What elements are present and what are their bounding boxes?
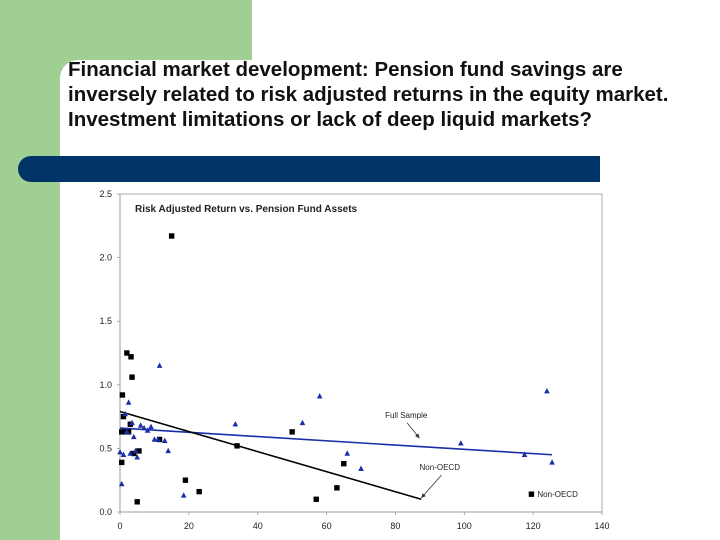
y-tick-label: 2.5	[99, 189, 112, 199]
x-tick-labels: 0 20 40 60 80 100 120 140	[117, 512, 610, 531]
data-point-square	[196, 488, 202, 495]
legend: Non-OECD	[528, 490, 578, 499]
y-tick-label: 1.5	[99, 316, 112, 326]
data-point-square	[136, 448, 142, 454]
data-point-triangle	[117, 449, 123, 455]
data-point-square	[129, 374, 135, 380]
data-point-triangle	[127, 450, 134, 456]
data-point-triangle	[544, 387, 550, 394]
data-point-square	[122, 429, 128, 435]
annotation-arrow	[420, 474, 442, 499]
legend-label: Non-OECD	[537, 490, 578, 499]
data-point-triangle	[141, 424, 147, 431]
annotation-arrowhead	[421, 493, 426, 499]
accent-band-left	[0, 0, 60, 540]
x-tick-label: 40	[253, 521, 263, 531]
x-tick-label: 80	[390, 521, 400, 531]
x-tick-label: 60	[322, 521, 332, 531]
chart-title: Risk Adjusted Return vs. Pension Fund As…	[135, 204, 358, 215]
fit-line-2	[119, 410, 422, 501]
data-point-square	[119, 459, 125, 466]
annotation-label: Non-OECD	[420, 463, 461, 472]
data-point-triangle	[521, 451, 528, 457]
data-point-triangle	[232, 421, 239, 427]
data-point-square	[313, 496, 319, 502]
data-point-square	[131, 450, 137, 457]
data-point-square	[334, 485, 340, 491]
data-point-triangle	[148, 423, 154, 429]
x-tick-label: 20	[184, 521, 194, 531]
data-point-square	[124, 350, 130, 356]
data-point-square	[120, 413, 127, 420]
data-point-square	[234, 443, 240, 449]
title-underline-bar	[18, 156, 600, 182]
data-point-triangle	[130, 433, 137, 440]
data-point-triangle	[156, 362, 163, 368]
slide-title: Financial market development: Pension fu…	[68, 58, 669, 131]
data-point-triangle	[129, 419, 135, 426]
data-point-triangle	[299, 419, 306, 426]
data-point-triangle	[137, 422, 144, 428]
fit-line-1	[119, 427, 553, 456]
data-points	[117, 233, 555, 505]
data-point-square	[182, 477, 189, 483]
data-point-square	[156, 436, 163, 443]
data-point-triangle	[316, 393, 323, 399]
y-tick-label: 0.5	[99, 443, 112, 453]
scatter-chart: 0.0 0.5 1.0 1.5 2.0 2.5 0 20 40 60 80 100 120 140 Fu…	[99, 189, 610, 531]
data-point-triangle	[549, 459, 555, 465]
data-point-triangle	[358, 465, 364, 471]
data-point-triangle	[125, 399, 132, 405]
data-point-triangle	[118, 480, 125, 487]
x-tick-label: 100	[457, 521, 472, 531]
data-point-triangle	[122, 410, 128, 417]
y-tick-label: 1.0	[99, 380, 112, 390]
annotation-label: Full Sample	[385, 411, 428, 420]
data-point-triangle	[161, 437, 168, 443]
x-tick-label: 140	[594, 521, 609, 531]
legend-marker	[528, 491, 535, 497]
y-tick-label: 2.0	[99, 253, 112, 263]
data-point-square	[128, 354, 134, 360]
x-tick-label: 120	[526, 521, 541, 531]
data-point-square	[125, 429, 132, 435]
data-point-square	[289, 429, 295, 435]
data-point-square	[341, 460, 347, 467]
y-tick-label: 0.0	[99, 507, 112, 517]
data-point-triangle	[344, 450, 351, 456]
data-point-triangle	[458, 440, 464, 446]
data-point-triangle	[144, 427, 151, 433]
plot-frame	[119, 193, 603, 513]
data-point-triangle	[132, 447, 139, 454]
data-point-square	[168, 233, 175, 239]
data-point-triangle	[165, 447, 171, 454]
data-point-square	[119, 392, 126, 398]
x-tick-label: 0	[117, 521, 122, 531]
annotations: Full Sample Non-OECD	[385, 411, 461, 499]
content-area	[60, 60, 720, 540]
fit-lines	[119, 410, 553, 501]
y-tick-labels: 0.0 0.5 1.0 1.5 2.0 2.5	[99, 189, 120, 517]
data-point-triangle	[134, 454, 141, 460]
annotation-arrowhead	[415, 433, 420, 439]
data-point-square	[134, 499, 140, 505]
data-point-square	[119, 429, 125, 435]
data-point-triangle	[124, 428, 130, 435]
data-point-triangle	[180, 492, 187, 498]
data-point-triangle	[120, 451, 127, 457]
data-point-triangle	[155, 436, 161, 442]
